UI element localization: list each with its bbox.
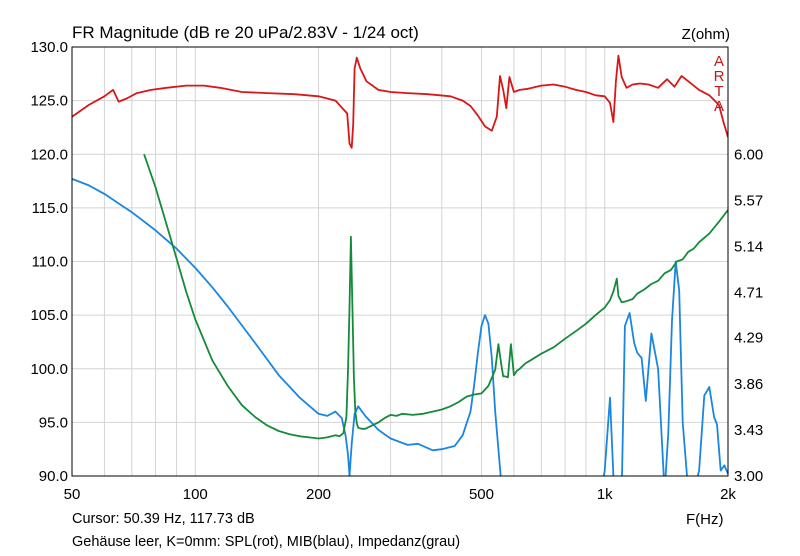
x-tick-label: 100 xyxy=(183,486,208,503)
y2-tick-label: 4.29 xyxy=(734,330,763,347)
y-tick-label: 125.0 xyxy=(30,93,68,110)
y-tick-label: 130.0 xyxy=(30,39,68,56)
impedance-line xyxy=(143,154,728,440)
y-tick-label: 95.0 xyxy=(39,414,68,431)
grid-lines xyxy=(72,46,728,477)
y-tick-label: 105.0 xyxy=(30,307,68,324)
plot-frame xyxy=(71,46,729,477)
mib-line xyxy=(72,178,728,476)
y-tick-label: 100.0 xyxy=(30,361,68,378)
y2-tick-label: 3.00 xyxy=(734,468,763,485)
watermark-letter: A xyxy=(714,53,724,70)
y2-tick-label: 3.43 xyxy=(734,422,763,439)
y-tick-label: 110.0 xyxy=(32,254,68,271)
y2-tick-label: 5.14 xyxy=(734,238,763,255)
tick-labels: 90.0 95.0 100.0 105.0 110.0 115.0 120.0 125.0 13… xyxy=(30,39,763,503)
y2-tick-label: 6.00 xyxy=(734,146,763,163)
y-tick-label: 120.0 xyxy=(30,146,68,163)
x-tick-label: 500 xyxy=(469,486,494,503)
x-tick-label: 50 xyxy=(64,486,81,503)
x-tick-label: 2k xyxy=(720,486,736,503)
plot-lines xyxy=(72,54,728,476)
y2-tick-label: 5.57 xyxy=(734,192,763,209)
y-tick-label: 115.0 xyxy=(32,200,68,217)
spl-line xyxy=(72,54,728,149)
watermark-letter: T xyxy=(714,83,723,100)
watermark-letter: R xyxy=(714,68,725,85)
y-tick-label: 90.0 xyxy=(39,468,68,485)
right-axis-label: Z(ohm) xyxy=(682,26,730,43)
chart-title: FR Magnitude (dB re 20 uPa/2.83V - 1/24 … xyxy=(72,23,419,42)
cursor-readout: Cursor: 50.39 Hz, 117.73 dB xyxy=(72,511,255,527)
y2-tick-label: 3.86 xyxy=(734,376,763,393)
y2-tick-label: 4.71 xyxy=(734,285,763,302)
x-tick-label: 200 xyxy=(306,486,331,503)
watermark-letter: A xyxy=(714,98,724,115)
x-axis-label: F(Hz) xyxy=(686,511,724,528)
legend-text: Gehäuse leer, K=0mm: SPL(rot), MIB(blau)… xyxy=(72,534,461,550)
x-tick-label: 1k xyxy=(597,486,613,503)
